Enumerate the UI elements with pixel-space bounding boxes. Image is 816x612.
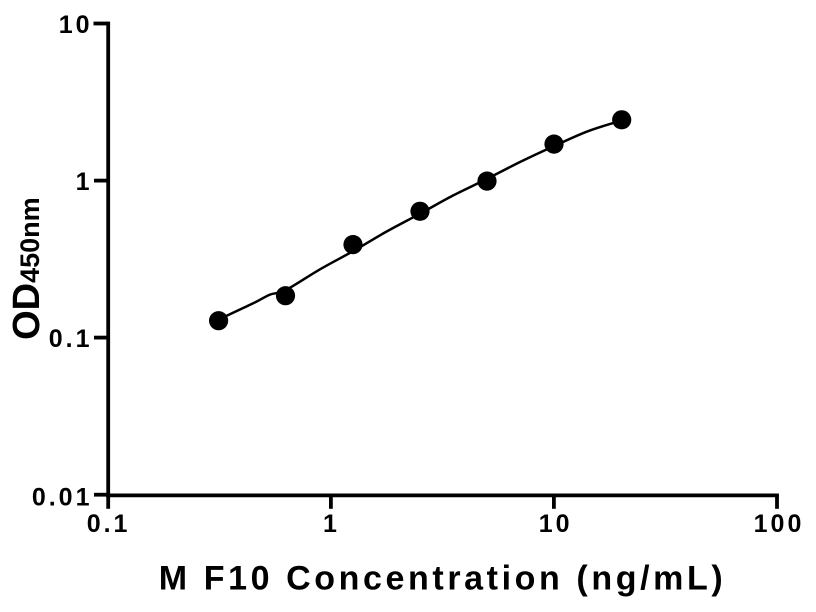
svg-text:M F10 Concentration (ng/mL): M F10 Concentration (ng/mL): [159, 560, 727, 598]
svg-text:1: 1: [323, 510, 340, 538]
svg-text:100: 100: [754, 510, 805, 538]
svg-text:10: 10: [539, 510, 573, 538]
svg-text:0.1: 0.1: [87, 510, 131, 538]
svg-text:10: 10: [59, 11, 93, 39]
svg-text:0.1: 0.1: [49, 325, 93, 353]
svg-text:1: 1: [76, 168, 93, 196]
svg-text:0.01: 0.01: [32, 484, 93, 512]
